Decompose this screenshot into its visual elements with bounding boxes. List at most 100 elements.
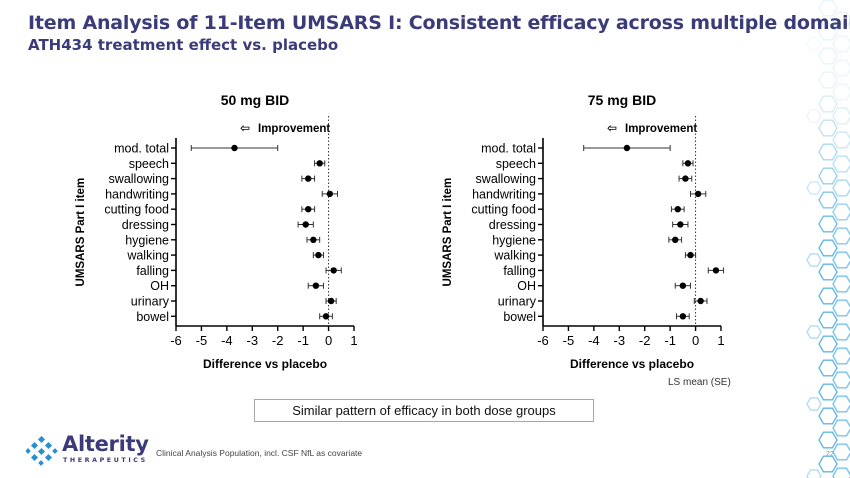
- improvement-label: Improvement: [625, 123, 697, 135]
- hexagon-shape: [832, 203, 850, 221]
- hexagon-shape: [818, 431, 838, 449]
- hexagon-shape: [832, 371, 850, 389]
- hexagon-shape: [818, 263, 838, 281]
- data-point: [305, 175, 312, 182]
- decorative-hexagon-border: [806, 0, 850, 478]
- hexagon-shape: [832, 35, 850, 53]
- hexagon-shape: [806, 109, 822, 123]
- hexagon-shape: [832, 323, 850, 341]
- hexagon-shape: [806, 325, 822, 339]
- x-tick-label: -6: [170, 333, 182, 348]
- y-tick-label: cutting food: [104, 203, 169, 217]
- hexagon-shape: [818, 167, 838, 185]
- x-tick-label: -5: [563, 333, 575, 348]
- hexagon-shape: [832, 275, 850, 293]
- x-tick-label: -1: [664, 333, 676, 348]
- y-tick-label: speech: [129, 157, 169, 171]
- improvement-arrow-icon: ⇦: [240, 121, 250, 135]
- data-point: [231, 144, 238, 152]
- data-point: [326, 190, 334, 198]
- hexagon-shape: [832, 251, 850, 269]
- hexagon-shape: [806, 253, 822, 267]
- y-tick-label: swallowing: [109, 172, 169, 186]
- x-axis-label: Difference vs placebo: [570, 357, 694, 371]
- y-axis-label: UMSARS Part I item: [75, 178, 87, 287]
- data-point: [316, 160, 323, 167]
- data-point: [315, 251, 322, 259]
- data-point: [712, 267, 720, 274]
- x-axis-label: Difference vs placebo: [203, 357, 327, 371]
- y-tick-label: speech: [496, 157, 536, 171]
- hexagon-shape: [832, 347, 850, 365]
- hexagon-shape: [818, 335, 838, 353]
- hexagon-shape: [832, 467, 850, 478]
- hexagon-shape: [818, 215, 838, 233]
- hexagon-shape: [832, 11, 850, 29]
- y-tick-label: mod. total: [114, 142, 169, 156]
- x-tick-label: -5: [196, 333, 208, 348]
- y-tick-label: OH: [517, 279, 536, 293]
- x-tick-label: -2: [639, 333, 651, 348]
- hexagon-shape: [818, 0, 838, 17]
- data-point: [687, 251, 694, 259]
- hexagon-shape: [818, 407, 838, 425]
- y-tick-label: swallowing: [476, 172, 536, 186]
- y-tick-label: cutting food: [471, 203, 536, 217]
- x-tick-label: -4: [588, 333, 600, 348]
- hexagon-shape: [806, 181, 822, 195]
- y-tick-label: handwriting: [105, 187, 169, 201]
- x-tick-label: -6: [537, 333, 549, 348]
- logo-wordmark: Alterity: [62, 432, 149, 456]
- data-point: [694, 190, 702, 198]
- hexagon-shape: [806, 37, 822, 51]
- data-point: [682, 175, 689, 182]
- y-tick-label: dressing: [122, 218, 169, 232]
- data-point: [679, 282, 687, 289]
- hexagon-shape: [818, 311, 838, 329]
- y-tick-label: hygiene: [492, 233, 536, 247]
- y-tick-label: OH: [150, 279, 169, 293]
- hexagon-shape: [832, 155, 850, 173]
- y-tick-label: bowel: [136, 310, 169, 324]
- company-logo: Alterity THERAPEUTICS: [26, 432, 149, 468]
- x-tick-label: 0: [692, 333, 699, 348]
- hexagon-shape: [818, 239, 838, 257]
- x-tick-label: -4: [221, 333, 233, 348]
- hexagon-shape: [818, 95, 838, 113]
- y-tick-label: mod. total: [481, 142, 536, 156]
- hexagon-shape: [818, 383, 838, 401]
- hexagon-shape: [806, 397, 822, 411]
- data-point: [302, 221, 309, 228]
- page-number: 22: [826, 451, 834, 458]
- improvement-arrow-icon: ⇦: [607, 121, 617, 135]
- forest-plot-75mg: 75 mg BID ⇦ Improvement -6 -5 -4 -3 -2 -1 0 1 Diffe…: [442, 92, 725, 371]
- hexagon-shape: [832, 83, 850, 101]
- y-tick-label: urinary: [498, 295, 537, 309]
- x-tick-label: -1: [297, 333, 309, 348]
- data-point: [305, 206, 312, 213]
- hexagon-shape: [832, 419, 850, 437]
- hexagon-shape: [818, 71, 838, 89]
- hexagon-shape: [832, 107, 850, 125]
- footnote: Clinical Analysis Population, incl. CSF …: [156, 448, 363, 458]
- hexagon-shape: [832, 131, 850, 149]
- y-tick-label: bowel: [503, 310, 536, 324]
- data-point: [697, 297, 704, 305]
- y-tick-label: hygiene: [125, 233, 169, 247]
- hexagon-shape: [818, 191, 838, 209]
- page-subtitle: ATH434 treatment effect vs. placebo: [28, 36, 339, 54]
- x-tick-label: -2: [272, 333, 284, 348]
- chart-title: 75 mg BID: [588, 92, 656, 108]
- data-point: [623, 144, 631, 152]
- forest-plot-50mg: 50 mg BID ⇦ Improvement -6 -5 -4 -3 -2 -1 0 1 Diffe…: [75, 92, 358, 371]
- data-point: [672, 236, 679, 243]
- y-tick-label: handwriting: [472, 187, 536, 201]
- callout-box: Similar pattern of efficacy in both dose…: [254, 399, 594, 422]
- hexagon-shape: [832, 395, 850, 413]
- data-point: [684, 160, 692, 167]
- hexagon-shape: [818, 23, 838, 41]
- y-tick-label: falling: [136, 264, 169, 278]
- y-tick-label: urinary: [131, 295, 170, 309]
- y-axis-label: UMSARS Part I item: [442, 178, 454, 287]
- x-tick-label: 1: [717, 333, 724, 348]
